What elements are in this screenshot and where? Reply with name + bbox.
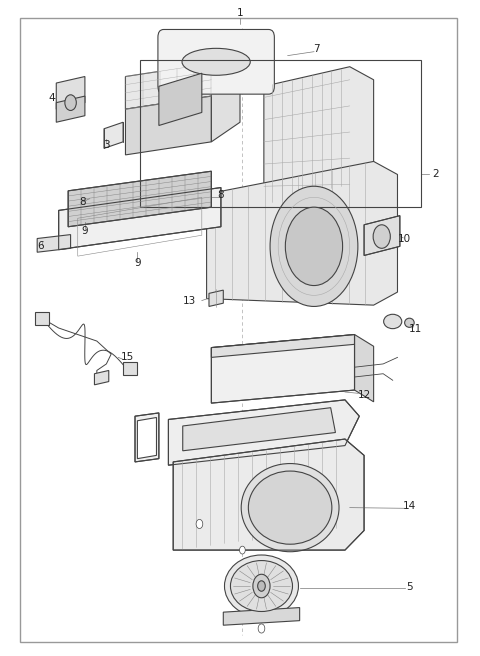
Ellipse shape [241,464,339,552]
Polygon shape [68,171,211,227]
Text: 11: 11 [409,324,422,335]
Polygon shape [355,335,373,402]
Text: 10: 10 [398,234,411,243]
Text: 13: 13 [183,296,196,306]
Polygon shape [183,407,336,451]
Polygon shape [135,413,159,462]
Text: 6: 6 [37,241,44,251]
Text: 2: 2 [432,169,439,180]
Text: 12: 12 [358,390,371,400]
Circle shape [285,207,343,285]
Polygon shape [56,96,85,122]
Polygon shape [125,96,211,155]
Polygon shape [173,439,364,550]
FancyBboxPatch shape [158,30,275,94]
Text: 8: 8 [217,190,224,200]
Polygon shape [209,290,223,306]
Polygon shape [168,400,360,465]
Text: 5: 5 [406,582,413,592]
Circle shape [240,546,245,554]
Polygon shape [104,122,123,148]
Text: 9: 9 [134,258,141,268]
Polygon shape [364,216,400,255]
Polygon shape [37,235,71,252]
Polygon shape [125,64,211,109]
Polygon shape [56,77,85,109]
Circle shape [270,186,358,306]
Polygon shape [223,607,300,625]
Circle shape [196,520,203,529]
Ellipse shape [182,49,250,75]
Circle shape [258,624,265,633]
Polygon shape [211,64,240,142]
Text: 4: 4 [48,93,55,103]
Ellipse shape [405,318,414,327]
Ellipse shape [225,555,299,617]
Text: 14: 14 [403,501,416,511]
Polygon shape [211,335,355,403]
Text: 15: 15 [121,352,134,362]
Text: 3: 3 [103,140,110,150]
Polygon shape [159,73,202,125]
Text: 8: 8 [79,197,86,207]
Polygon shape [137,417,156,459]
Circle shape [253,574,270,598]
Bar [140,60,421,207]
Ellipse shape [248,471,332,544]
Polygon shape [264,67,373,197]
Text: 9: 9 [82,226,88,236]
Circle shape [373,225,390,249]
Text: 7: 7 [313,44,320,54]
Polygon shape [95,371,109,385]
Polygon shape [123,362,137,375]
Text: 1: 1 [237,8,243,18]
Circle shape [65,95,76,110]
Polygon shape [59,188,221,250]
Circle shape [258,581,265,591]
Ellipse shape [384,314,402,329]
Polygon shape [35,312,49,325]
Polygon shape [206,161,397,305]
Ellipse shape [230,560,292,611]
Polygon shape [211,335,355,358]
